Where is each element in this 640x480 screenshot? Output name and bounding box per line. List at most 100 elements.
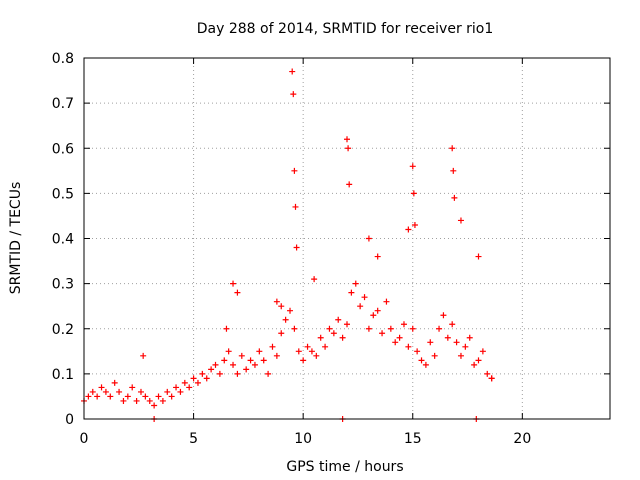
y-axis-label: SRMTID / TECUs — [8, 182, 24, 295]
data-point — [124, 393, 131, 400]
data-point — [436, 325, 443, 332]
data-point — [444, 334, 451, 341]
data-point — [140, 352, 147, 359]
data-point — [243, 366, 250, 373]
data-point — [194, 379, 201, 386]
data-point — [405, 226, 412, 233]
data-point — [129, 384, 136, 391]
data-point — [212, 361, 219, 368]
data-point — [418, 357, 425, 364]
data-point — [330, 330, 337, 337]
data-point — [273, 298, 280, 305]
x-tick-label: 20 — [513, 431, 531, 447]
data-point — [352, 280, 359, 287]
data-point — [102, 388, 109, 395]
data-point — [234, 370, 241, 377]
data-point — [345, 145, 352, 152]
y-tick-label: 0.8 — [52, 51, 74, 67]
data-point — [278, 303, 285, 310]
data-point — [410, 190, 417, 197]
data-point — [466, 334, 473, 341]
data-point — [344, 136, 350, 143]
data-point — [449, 145, 456, 152]
data-point — [287, 307, 294, 314]
data-point — [357, 303, 364, 310]
data-point — [370, 312, 377, 319]
data-point — [322, 343, 329, 350]
data-point — [290, 91, 297, 98]
data-point — [120, 397, 127, 404]
y-tick-label: 0.6 — [52, 141, 74, 157]
y-tick-label: 0.3 — [52, 277, 74, 293]
data-point — [453, 339, 460, 346]
data-point — [199, 370, 206, 377]
data-point — [462, 343, 469, 350]
data-point — [94, 393, 101, 400]
data-point — [313, 352, 320, 359]
data-point — [293, 244, 300, 251]
data-point — [427, 339, 434, 346]
data-point — [265, 370, 272, 377]
data-point — [247, 357, 254, 364]
x-tick-label: 10 — [294, 431, 312, 447]
data-point — [269, 343, 276, 350]
x-axis-label: GPS time / hours — [286, 459, 403, 475]
x-tick-label: 5 — [189, 431, 198, 447]
data-point — [208, 366, 215, 373]
x-tick-label: 15 — [404, 431, 422, 447]
data-point — [221, 357, 228, 364]
data-point — [177, 388, 184, 395]
data-point — [292, 203, 299, 210]
plot-frame — [83, 57, 611, 420]
data-point — [311, 276, 318, 283]
data-point — [387, 325, 394, 332]
data-point — [431, 352, 438, 359]
y-tick-label: 0.1 — [52, 367, 74, 383]
data-point — [289, 68, 296, 75]
data-point — [335, 316, 342, 323]
data-point — [451, 194, 458, 201]
data-point — [344, 321, 350, 328]
data-point — [374, 307, 381, 314]
data-point — [379, 330, 386, 337]
data-point — [168, 393, 175, 400]
data-point — [155, 393, 162, 400]
chart-title: Day 288 of 2014, SRMTID for receiver rio… — [197, 21, 494, 37]
data-point — [203, 375, 210, 382]
data-point — [223, 325, 230, 332]
data-point — [295, 348, 302, 355]
data-point — [186, 384, 193, 391]
data-point — [151, 402, 158, 409]
y-tick-label: 0 — [65, 412, 74, 428]
data-point — [414, 348, 421, 355]
data-point — [326, 325, 333, 332]
data-point — [181, 379, 188, 386]
data-point — [291, 167, 298, 174]
data-point — [256, 348, 263, 355]
data-point — [216, 370, 223, 377]
data-point — [409, 163, 416, 170]
data-point — [488, 375, 495, 382]
data-point — [346, 181, 353, 188]
data-points — [81, 68, 495, 422]
data-point — [273, 352, 280, 359]
data-point — [440, 312, 447, 319]
data-point — [225, 348, 232, 355]
data-point — [159, 397, 166, 404]
y-tick-label: 0.5 — [52, 186, 74, 202]
data-point — [142, 393, 149, 400]
data-point — [396, 334, 403, 341]
data-point — [137, 388, 144, 395]
data-point — [450, 167, 457, 174]
data-point — [164, 388, 171, 395]
data-point — [260, 357, 267, 364]
y-tick-label: 0.4 — [52, 232, 74, 248]
y-tick-label: 0.2 — [52, 322, 74, 338]
data-point — [304, 343, 311, 350]
data-point — [422, 361, 429, 368]
y-axis: 0 0.1 0.2 0.3 0.4 0.5 0.6 0.7 0.8 — [52, 51, 610, 428]
data-point — [230, 280, 237, 287]
data-point — [365, 235, 372, 242]
x-axis: 0 5 10 15 20 — [80, 58, 531, 447]
